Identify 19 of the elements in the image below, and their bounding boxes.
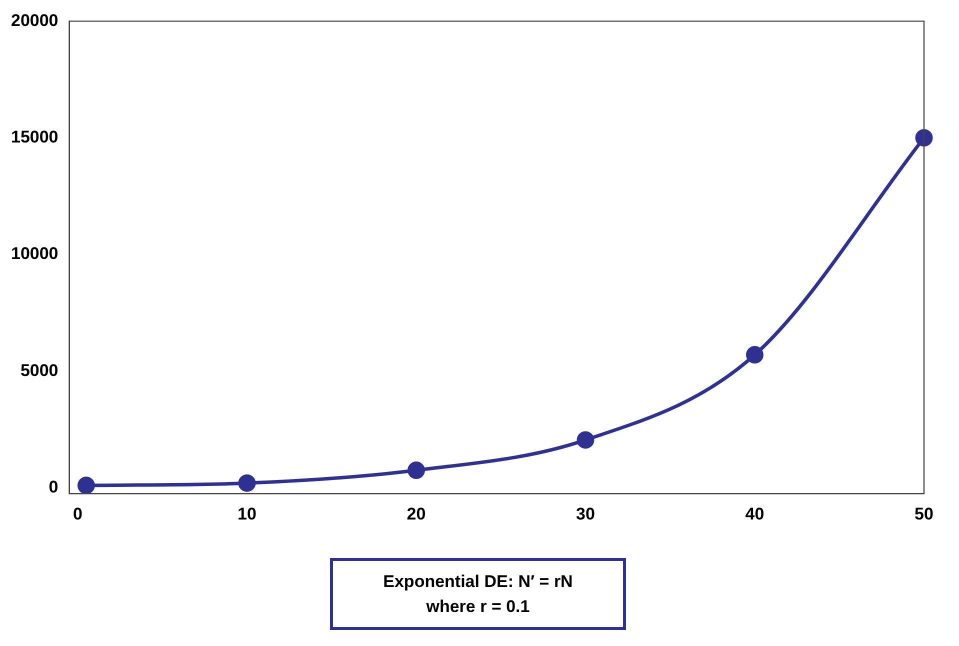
point <box>77 476 95 494</box>
y-tick-label: 20000 <box>10 10 58 30</box>
point <box>576 431 594 449</box>
point <box>407 462 425 480</box>
point <box>238 474 256 492</box>
y-tick-label: 5000 <box>20 360 58 380</box>
x-tick-label: 20 <box>406 504 426 524</box>
y-tick-label: 15000 <box>10 128 58 147</box>
point <box>915 129 933 147</box>
x-tick-label: 0 <box>73 504 82 524</box>
x-tick-label: 30 <box>576 504 595 524</box>
y-tick-label: 0 <box>48 477 58 496</box>
x-tick-label: 10 <box>238 504 256 524</box>
text: where r = 0.1 <box>425 596 531 618</box>
text: Exponential DE: N′ = rN <box>382 571 574 593</box>
x-tick-label: 50 <box>914 504 934 524</box>
point <box>746 346 764 364</box>
y-tick-label: 10000 <box>10 244 58 264</box>
x-tick-label: 40 <box>745 504 764 524</box>
